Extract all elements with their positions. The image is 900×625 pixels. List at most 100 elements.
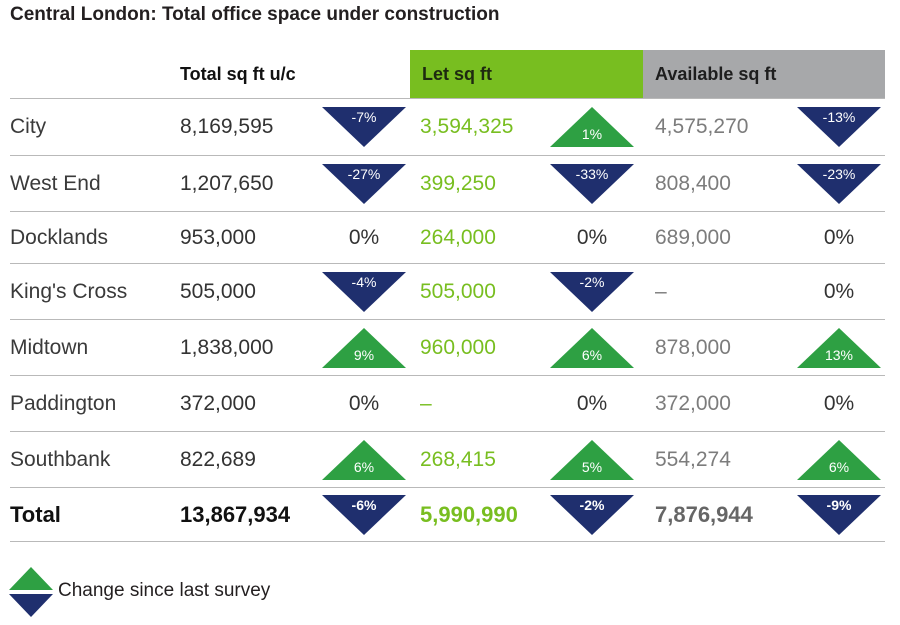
- up-triangle-icon: 6%: [550, 327, 634, 368]
- change-label: 9%: [353, 346, 375, 363]
- available-sqft-value: 4,575,270: [655, 115, 749, 138]
- change-down-indicator: -7%: [322, 99, 406, 155]
- change-up-indicator: 1%: [550, 99, 634, 155]
- change-label: -2%: [579, 496, 605, 513]
- change-up-indicator: 13%: [797, 320, 881, 375]
- up-triangle-icon: 9%: [322, 327, 406, 368]
- change-up-indicator: 6%: [550, 320, 634, 375]
- change-down-indicator: -4%: [322, 264, 406, 319]
- change-label: 5%: [581, 458, 603, 475]
- up-triangle-icon: 5%: [550, 439, 634, 480]
- total-sqft-value: 8,169,595: [180, 115, 274, 138]
- change-label: -4%: [351, 273, 377, 290]
- area-name: West End: [10, 171, 101, 195]
- change-zero-label: 0%: [576, 225, 608, 249]
- let-sqft-value: 399,250: [420, 171, 496, 195]
- up-triangle-icon: 6%: [322, 439, 406, 480]
- available-sqft-value: 372,000: [655, 391, 731, 415]
- change-value: 0%: [550, 212, 634, 263]
- change-zero-label: 0%: [823, 279, 855, 303]
- available-sqft-value: 7,876,944: [655, 501, 753, 527]
- change-label: -9%: [826, 496, 852, 513]
- total-sqft-value: 822,689: [180, 447, 256, 471]
- change-value: 0%: [322, 212, 406, 263]
- available-sqft-value: 554,274: [655, 447, 731, 471]
- change-down-indicator: -9%: [797, 488, 881, 541]
- change-down-indicator: -27%: [322, 156, 406, 211]
- change-value: 0%: [550, 376, 634, 431]
- change-label: -33%: [575, 165, 609, 182]
- total-sqft-value: 953,000: [180, 225, 256, 249]
- change-down-indicator: -2%: [550, 264, 634, 319]
- change-down-indicator: -33%: [550, 156, 634, 211]
- table-row: West End 1,207,650 -27% 399,250 -33% 808,400 -…: [10, 155, 885, 211]
- change-label: 6%: [828, 458, 850, 475]
- let-sqft-value: 264,000: [420, 225, 496, 249]
- change-label: -6%: [351, 496, 377, 513]
- total-sqft-value: 505,000: [180, 279, 256, 303]
- available-sqft-value: –: [655, 279, 667, 303]
- total-row: Total 13,867,934 -6% 5,990,990 -2% 7,876,944 -…: [10, 487, 885, 542]
- table-row: King's Cross 505,000 -4% 505,000 -2% – 0%: [10, 263, 885, 319]
- change-zero-label: 0%: [348, 391, 380, 415]
- change-zero-label: 0%: [823, 225, 855, 249]
- let-sqft-value: 5,990,990: [420, 501, 518, 527]
- change-up-indicator: 6%: [322, 432, 406, 487]
- change-value: 0%: [322, 376, 406, 431]
- change-zero-label: 0%: [576, 391, 608, 415]
- table-row: City 8,169,595 -7% 3,594,325 1% 4,575,270 -13%: [10, 98, 885, 155]
- available-sqft-value: 878,000: [655, 335, 731, 359]
- change-label: -13%: [822, 109, 856, 125]
- total-sqft-value: 372,000: [180, 391, 256, 415]
- table-row: Paddington 372,000 0% – 0% 372,000 0%: [10, 375, 885, 431]
- down-triangle-icon: -6%: [322, 494, 406, 535]
- header-available-sqft: Available sq ft: [643, 50, 885, 98]
- change-down-indicator: -13%: [797, 99, 881, 155]
- change-label: -7%: [351, 109, 377, 125]
- change-label: -2%: [579, 273, 605, 290]
- data-table: City 8,169,595 -7% 3,594,325 1% 4,575,270 -13%…: [10, 98, 885, 542]
- total-sqft-value: 1,838,000: [180, 335, 274, 359]
- let-sqft-value: 960,000: [420, 335, 496, 359]
- table-row: Docklands 953,000 0% 264,000 0% 689,000 0%: [10, 211, 885, 263]
- down-triangle-icon: -23%: [797, 163, 881, 204]
- change-zero-label: 0%: [348, 225, 380, 249]
- legend-label: Change since last survey: [58, 580, 271, 601]
- header-total-sqft: Total sq ft u/c: [180, 64, 296, 84]
- change-label: -23%: [822, 165, 856, 182]
- up-triangle-icon: 6%: [797, 439, 881, 480]
- header-let-sqft: Let sq ft: [410, 50, 643, 98]
- let-sqft-value: 3,594,325: [420, 115, 514, 138]
- let-sqft-value: 268,415: [420, 447, 496, 471]
- change-legend-icon: [9, 567, 53, 617]
- up-triangle-icon: 13%: [797, 327, 881, 368]
- change-down-indicator: -6%: [322, 488, 406, 541]
- down-triangle-icon: -9%: [797, 494, 881, 535]
- area-name: Paddington: [10, 391, 117, 415]
- down-triangle-icon: -33%: [550, 163, 634, 204]
- change-up-indicator: 6%: [797, 432, 881, 487]
- change-zero-label: 0%: [823, 391, 855, 415]
- total-sqft-value: 13,867,934: [180, 501, 291, 527]
- down-triangle-icon: -4%: [322, 271, 406, 312]
- change-label: 13%: [824, 346, 854, 363]
- change-label: 6%: [353, 458, 375, 475]
- change-up-indicator: 9%: [322, 320, 406, 375]
- page-title: Central London: Total office space under…: [10, 4, 500, 25]
- change-value: 0%: [797, 376, 881, 431]
- area-name: Southbank: [10, 447, 111, 471]
- area-name: City: [10, 115, 47, 138]
- area-name: Total: [10, 501, 61, 527]
- area-name: King's Cross: [10, 279, 128, 303]
- change-label: 6%: [581, 346, 603, 363]
- change-label: -27%: [347, 165, 381, 182]
- change-down-indicator: -23%: [797, 156, 881, 211]
- change-label: 1%: [581, 126, 603, 142]
- down-triangle-icon: -2%: [550, 494, 634, 535]
- let-sqft-value: 505,000: [420, 279, 496, 303]
- total-sqft-value: 1,207,650: [180, 171, 274, 195]
- available-sqft-value: 689,000: [655, 225, 731, 249]
- up-triangle-icon: 1%: [550, 107, 634, 147]
- table-row: Southbank 822,689 6% 268,415 5% 554,274 6%: [10, 431, 885, 487]
- let-sqft-value: –: [420, 391, 432, 415]
